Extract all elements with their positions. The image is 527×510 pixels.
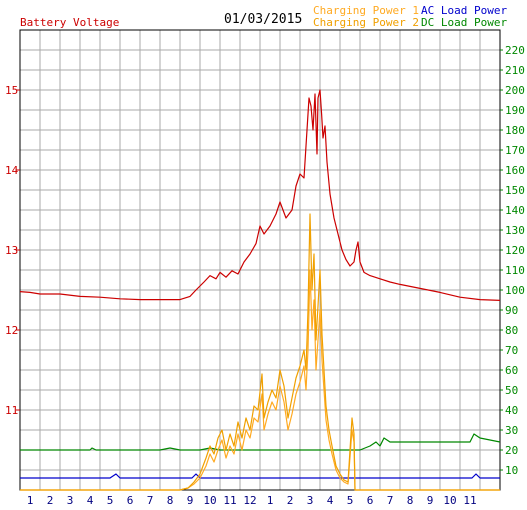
right-tick-label: 20 <box>505 444 518 457</box>
legend-charging-power-1: Charging Power 1 <box>313 4 419 17</box>
right-tick-label: 160 <box>505 164 525 177</box>
dc-load-power-line <box>20 433 501 451</box>
right-tick-label: 60 <box>505 364 518 377</box>
x-tick-label: 8 <box>167 494 174 507</box>
right-tick-label: 180 <box>505 124 525 137</box>
right-tick-label: 140 <box>505 204 525 217</box>
x-tick-label: 7 <box>387 494 394 507</box>
chart-date: 01/03/2015 <box>224 12 302 27</box>
x-tick-label: 6 <box>127 494 134 507</box>
left-tick-label: 15 <box>5 84 18 97</box>
left-axis-ticks: 11 12 13 14 15 <box>5 84 20 417</box>
legend-charging-power-2: Charging Power 2 <box>313 16 419 29</box>
right-tick-label: 210 <box>505 64 525 77</box>
right-tick-label: 30 <box>505 424 518 437</box>
right-tick-label: 90 <box>505 304 518 317</box>
x-tick-label: 1 <box>27 494 34 507</box>
charging-power-1-line <box>20 269 500 491</box>
x-tick-label: 11 <box>223 494 236 507</box>
x-tick-label: 2 <box>47 494 54 507</box>
x-tick-label: 4 <box>87 494 94 507</box>
right-tick-label: 190 <box>505 104 525 117</box>
right-tick-label: 150 <box>505 184 525 197</box>
right-tick-label: 100 <box>505 284 525 297</box>
x-tick-label: 11 <box>463 494 476 507</box>
x-tick-label: 8 <box>407 494 414 507</box>
x-tick-label: 10 <box>443 494 456 507</box>
right-tick-label: 70 <box>505 344 518 357</box>
x-tick-label: 7 <box>147 494 154 507</box>
charging-power-2-line <box>20 213 500 491</box>
right-tick-label: 130 <box>505 224 525 237</box>
x-tick-label: 6 <box>367 494 374 507</box>
battery-voltage-line <box>19 89 501 301</box>
x-tick-label: 2 <box>287 494 294 507</box>
right-tick-label: 200 <box>505 84 525 97</box>
x-tick-label: 1 <box>267 494 274 507</box>
x-tick-label: 9 <box>187 494 194 507</box>
left-tick-label: 11 <box>5 404 18 417</box>
x-tick-label: 4 <box>327 494 334 507</box>
x-tick-label: 3 <box>67 494 74 507</box>
right-tick-label: 40 <box>505 404 518 417</box>
left-tick-label: 13 <box>5 244 18 257</box>
right-axis-ticks: 10 20 30 40 50 60 70 80 90 100 110 120 130 140 150 160 1… <box>500 44 525 477</box>
x-tick-label: 9 <box>427 494 434 507</box>
x-axis-ticks: 1 2 3 4 5 6 7 8 9 10 11 12 1 2 3 4 5 6 7 8 9 10 11 <box>27 494 477 507</box>
left-tick-label: 12 <box>5 324 18 337</box>
right-tick-label: 110 <box>505 264 525 277</box>
left-tick-label: 14 <box>5 164 19 177</box>
right-tick-label: 170 <box>505 144 525 157</box>
left-axis-title: Battery Voltage <box>20 16 119 29</box>
right-tick-label: 220 <box>505 44 525 57</box>
right-tick-label: 80 <box>505 324 518 337</box>
right-tick-label: 50 <box>505 384 518 397</box>
series-lines <box>19 89 501 491</box>
right-tick-label: 10 <box>505 464 518 477</box>
legend-dc-load-power: DC Load Power <box>421 16 507 29</box>
x-tick-label: 5 <box>107 494 114 507</box>
x-tick-label: 3 <box>307 494 314 507</box>
ac-load-power-line <box>20 473 500 479</box>
plot-frame <box>19 29 501 491</box>
legend-ac-load-power: AC Load Power <box>421 4 507 17</box>
x-tick-label: 5 <box>347 494 354 507</box>
right-tick-label: 120 <box>505 244 525 257</box>
x-tick-label: 10 <box>203 494 216 507</box>
x-tick-label: 12 <box>243 494 256 507</box>
